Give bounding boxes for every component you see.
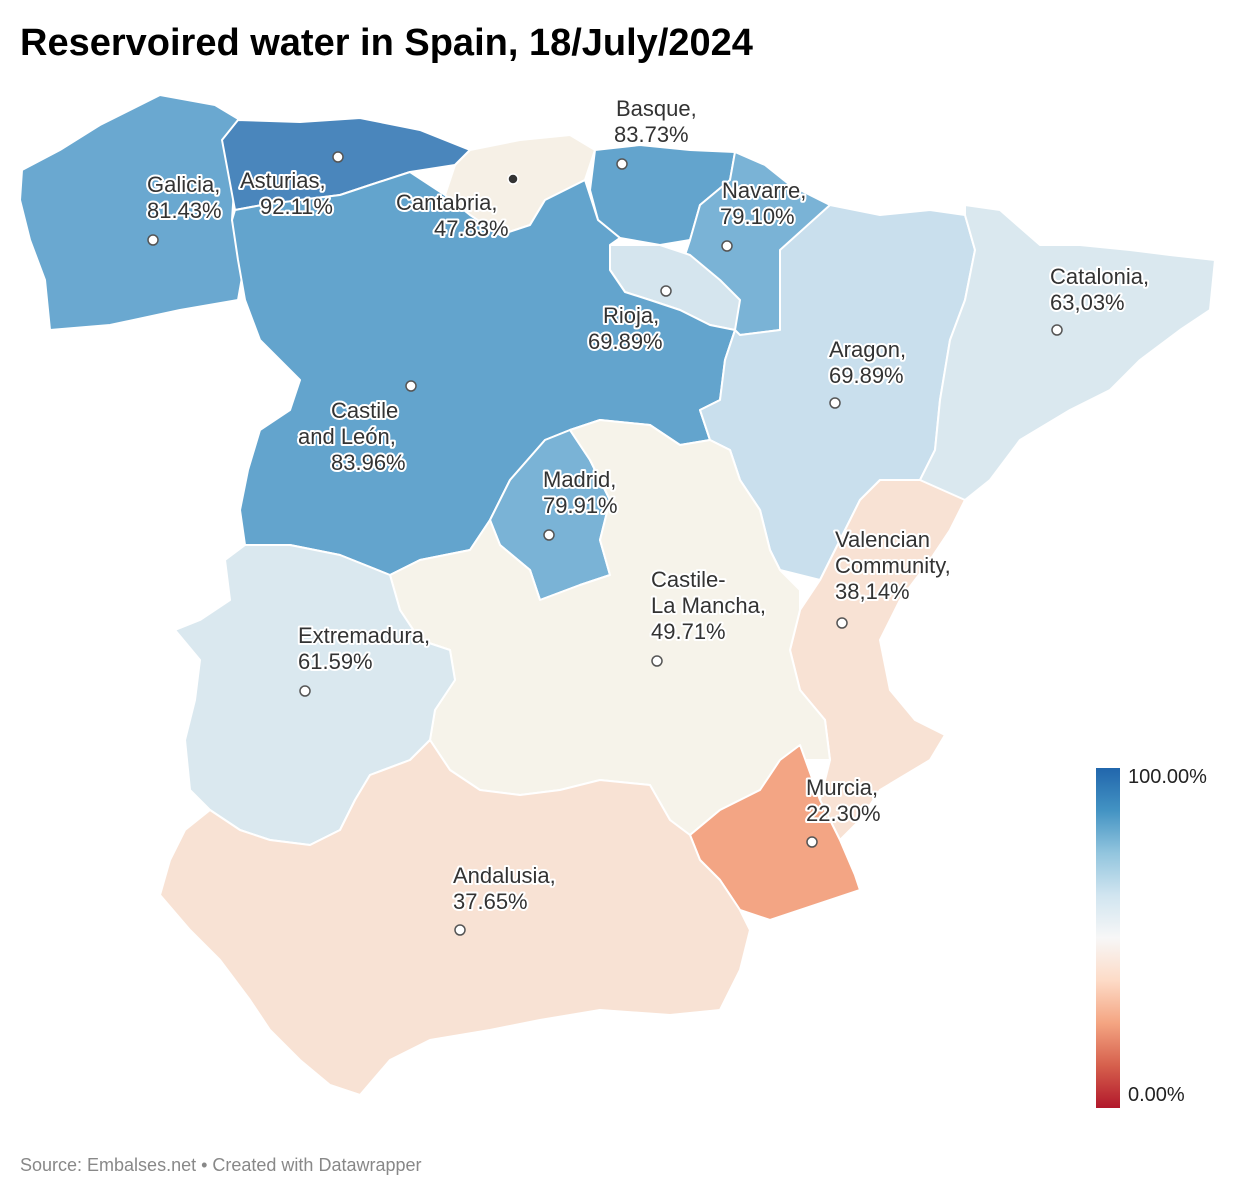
navarre-marker[interactable]	[721, 240, 733, 252]
navarre-label: Navarre, 79.10%	[720, 178, 806, 229]
region-catalonia[interactable]	[919, 204, 1216, 501]
andalusia-marker[interactable]	[454, 924, 466, 936]
andalusia-label: Andalusia, 37.65%	[453, 863, 556, 914]
madrid-marker[interactable]	[543, 529, 555, 541]
castile-leon-label: Castile and León, 83.96%	[298, 398, 406, 475]
extremadura-label: Extremadura, 61.59%	[298, 623, 430, 674]
color-scale-legend	[1096, 768, 1120, 1108]
murcia-label: Murcia, 22.30%	[806, 775, 881, 826]
galicia-marker[interactable]	[147, 234, 159, 246]
region-andalusia[interactable]	[159, 739, 751, 1096]
catalonia-label: Catalonia, 63,03%	[1050, 264, 1149, 315]
castile-leon-marker[interactable]	[405, 380, 417, 392]
legend-max-label: 100.00%	[1128, 766, 1207, 788]
source-footer: Source: Embalses.net • Created with Data…	[20, 1155, 422, 1175]
aragon-marker[interactable]	[829, 397, 841, 409]
asturias-marker[interactable]	[332, 151, 344, 163]
cantabria-marker[interactable]	[507, 173, 519, 185]
murcia-marker[interactable]	[806, 836, 818, 848]
valencia-label: Valencian Community, 38,14%	[835, 527, 951, 604]
aragon-label: Aragon, 69.89%	[829, 337, 906, 388]
cantabria-label: Cantabria, 47.83%	[396, 190, 509, 241]
rioja-label: Rioja, 69.89%	[588, 303, 663, 354]
catalonia-marker[interactable]	[1051, 324, 1063, 336]
castile-la-mancha-marker[interactable]	[651, 655, 663, 667]
asturias-label: Asturias, 92.11%	[240, 168, 333, 219]
valencia-marker[interactable]	[836, 617, 848, 629]
rioja-marker[interactable]	[660, 285, 672, 297]
castile-la-mancha-label: Castile-La Mancha, 49.71%	[651, 567, 766, 644]
galicia-label: Galicia, 81.43%	[147, 172, 222, 223]
legend-min-label: 0.00%	[1128, 1084, 1185, 1106]
madrid-label: Madrid, 79.91%	[543, 467, 618, 518]
region-valencia[interactable]	[789, 479, 966, 841]
map-title: Reservoired water in Spain, 18/July/2024	[20, 22, 753, 64]
basque-marker[interactable]	[616, 158, 628, 170]
basque-label: Basque, 83.73%	[614, 96, 697, 147]
extremadura-marker[interactable]	[299, 685, 311, 697]
